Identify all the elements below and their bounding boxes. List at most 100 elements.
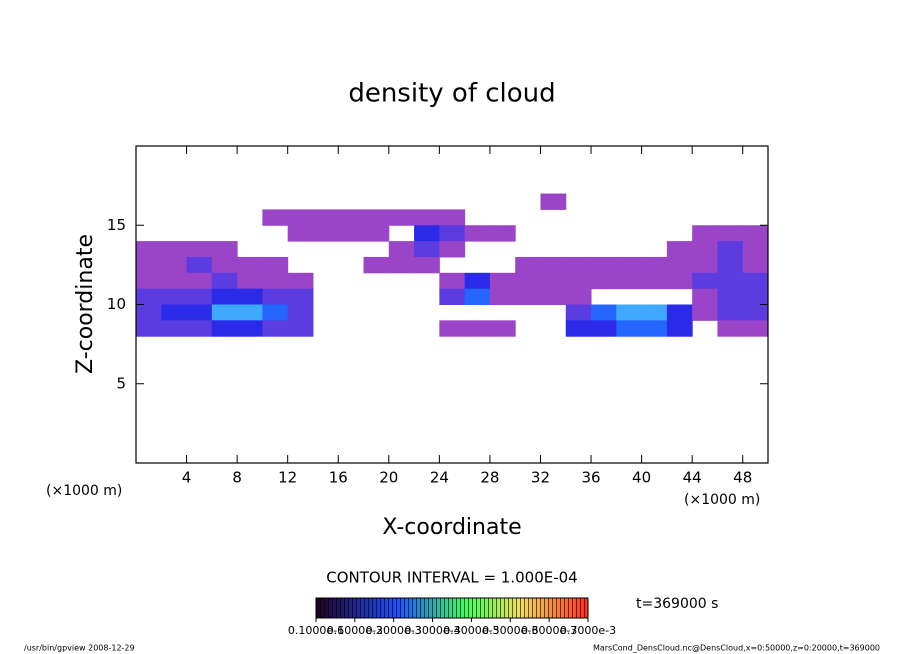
x-tick-label: 44 [683,469,702,487]
cell [439,288,466,305]
cell [666,256,693,274]
cell [591,304,617,321]
cell [262,304,289,321]
cell [364,289,390,305]
x-tick-label: 12 [278,469,297,487]
cell [692,241,718,258]
cell [717,256,744,274]
cell [489,288,516,305]
cell [717,209,743,225]
cell [363,256,390,274]
cell [186,288,213,305]
cell [287,288,314,305]
time-label: t=369000 s [636,596,718,612]
cell [237,272,263,290]
cell [717,272,744,290]
cell [187,209,213,225]
cell [364,305,390,321]
cell [591,225,617,241]
cell [313,289,339,305]
cell [262,320,289,337]
cell [187,225,213,241]
cell [288,241,314,257]
cell [414,225,440,242]
colorbar-label: 0.4000e-3 [443,624,499,637]
cell [616,304,643,321]
cell [515,209,541,225]
cell [591,272,617,290]
cell [262,241,288,257]
cell [515,225,541,241]
cell [237,194,263,210]
cell [642,289,668,305]
cell [237,320,263,337]
colorbar-label: 0.1000e-6 [288,624,344,637]
cell [338,320,364,336]
cell [742,304,769,321]
cell [742,256,769,274]
cell [540,225,566,241]
cell [388,209,415,226]
cell [464,272,491,290]
cell [136,209,162,225]
cell [136,241,162,258]
cell [439,320,466,337]
cell [666,241,693,258]
cell [692,256,718,274]
cell [312,209,339,226]
cell [414,273,440,289]
contour-interval: CONTOUR INTERVAL = 1.000E-04 [326,569,577,587]
cell [212,225,238,241]
cell [414,256,440,274]
cell [439,225,466,242]
cell [414,241,440,258]
cell [641,320,668,337]
cell [439,305,465,321]
cell [136,225,162,241]
cell [439,241,466,258]
cell [743,194,769,210]
y-tick-label: 5 [116,374,126,392]
cell [136,320,162,337]
cell [389,320,415,336]
cell [717,241,744,258]
cell [666,272,693,290]
cell [489,320,516,337]
cell [313,273,339,289]
cell [565,256,592,274]
cell [287,320,314,337]
cell [464,288,491,305]
cell [667,209,693,225]
cell [641,304,668,321]
cell [465,305,491,321]
cell [566,241,592,257]
colorbar-label: 0.5000e-3 [482,624,538,637]
cell [540,193,567,210]
cell [364,320,390,336]
cell [389,194,415,210]
cell [338,225,365,242]
cell [616,209,642,225]
cell [211,272,238,290]
cell [414,194,440,210]
cell [363,209,390,226]
cell [364,194,390,210]
cell [439,194,465,210]
colorbar-stripes [316,598,588,618]
cell [161,256,188,274]
cell [616,289,642,305]
cell [212,194,238,210]
colorbar-label: 0.3000e-3 [404,624,460,637]
colorbar-label: 0.7000e-3 [560,624,616,637]
cell [591,209,617,225]
cell [465,194,491,210]
cell [717,304,744,321]
cell [338,257,364,273]
cell [161,194,187,210]
cell [667,194,693,210]
x-tick-label: 4 [182,469,192,487]
cell [186,304,213,321]
cell [414,209,440,226]
cell [515,320,541,336]
cell [262,256,289,274]
